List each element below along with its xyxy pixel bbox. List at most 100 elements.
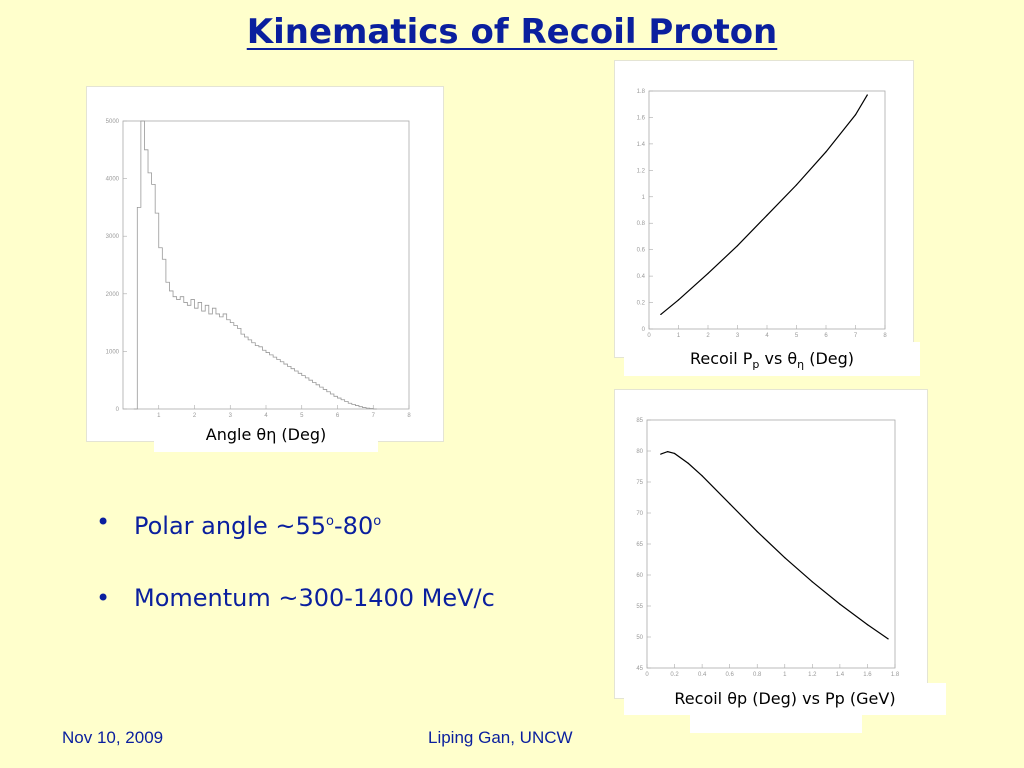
y-tick-label: 1000 (106, 349, 120, 355)
momentum-vs-angle-panel: 0 1 2 3 4 5 6 7 8 0 0.2 0.4 0.6 0.8 1 1.2 1.4 1.6 1.8 (614, 60, 914, 358)
x-tick-label: 1 (157, 413, 161, 419)
x-tick-label: 6 (824, 333, 828, 339)
x-tick-label: 1 (677, 333, 681, 339)
x-tick-label: 1.2 (808, 672, 817, 678)
data-point (866, 624, 869, 626)
bullet-momentum: • Momentum ~300-1400 MeV/c (96, 581, 495, 657)
y-tick-label: 60 (636, 573, 643, 579)
x-tick-label: 0 (645, 672, 649, 678)
y-tick-label: 80 (636, 449, 643, 455)
x-tick-label: 0.2 (670, 672, 679, 678)
footer-date: Nov 10, 2009 (62, 728, 164, 747)
x-tick-label: 6 (336, 413, 340, 419)
y-tick-label: 1.6 (637, 115, 646, 121)
momentum-vs-angle-series (660, 94, 868, 315)
y-tick-label: 5000 (106, 119, 120, 125)
angle-histogram-chart: 1 2 3 4 5 6 7 8 0 1000 2000 3000 4000 5000 (106, 119, 412, 419)
caption-mid: vs θ (759, 349, 798, 368)
histogram-series (133, 120, 377, 410)
x-tick-label: 5 (300, 413, 304, 419)
x-tick-label: 3 (229, 413, 233, 419)
data-point (784, 557, 786, 559)
data-point (756, 531, 758, 533)
y-tick-label: 55 (636, 604, 643, 610)
y-tick-label: 1 (642, 195, 646, 201)
data-point (839, 603, 841, 605)
data-point (866, 94, 868, 96)
data-point (660, 313, 662, 316)
x-tick-label: 4 (264, 413, 268, 419)
data-point (667, 451, 669, 453)
y-tick-label: 0 (116, 407, 120, 413)
y-tick-label: 0 (642, 327, 646, 333)
y-tick-label: 4000 (106, 177, 120, 183)
data-point (795, 184, 798, 186)
x-tick-label: 1.4 (836, 672, 845, 678)
data-point (766, 214, 768, 216)
angle-vs-momentum-caption-text: Recoil θp (Deg) vs Pp (GeV) (674, 689, 896, 708)
x-tick-label: 7 (854, 333, 858, 339)
caption-pre: Recoil P (689, 349, 753, 368)
bullet-dot: • (96, 584, 111, 612)
x-tick-label: 1.6 (863, 672, 872, 678)
degree-sup: o (326, 514, 335, 529)
y-tick-label: 75 (636, 480, 643, 486)
polar-angle-text: Polar angle ~55 (134, 512, 327, 540)
caption-post: (Deg) (804, 349, 855, 368)
x-tick-label: 5 (795, 333, 799, 339)
y-tick-label: 1.4 (637, 142, 646, 148)
data-point (825, 151, 827, 153)
y-tick-label: 85 (636, 418, 643, 424)
data-point (687, 462, 689, 464)
y-tick-label: 1.2 (637, 168, 646, 174)
x-tick-label: 0 (647, 333, 651, 339)
data-point (660, 453, 662, 455)
y-tick-label: 45 (636, 666, 643, 672)
x-tick-label: 0.4 (698, 672, 707, 678)
plot-frame (648, 90, 886, 330)
x-tick-label: 7 (372, 413, 376, 419)
y-tick-label: 0.2 (637, 301, 646, 307)
y-tick-label: 50 (636, 635, 643, 641)
x-tick-label: 2 (706, 333, 710, 339)
histogram-caption: Angle θη (Deg) (154, 424, 378, 452)
y-tick-label: 3000 (106, 234, 120, 240)
data-point (673, 452, 676, 455)
angle-vs-momentum-series (660, 450, 889, 640)
y-tick-label: 65 (636, 542, 643, 548)
data-point (701, 475, 703, 477)
data-point (887, 638, 889, 640)
caption-shadow (690, 715, 862, 733)
angle-vs-momentum-panel: 0 0.2 0.4 0.6 0.8 1 1.2 1.4 1.6 1.8 45 50 55 60 65 70 75… (614, 389, 928, 699)
caption-sub-p: p (752, 358, 760, 372)
x-tick-label: 0.8 (753, 672, 762, 678)
momentum-vs-angle-chart: 0 1 2 3 4 5 6 7 8 0 0.2 0.4 0.6 0.8 1 1.2 1.4 1.6 1.8 (637, 89, 888, 339)
data-point (811, 581, 813, 583)
data-point (736, 245, 739, 247)
bullet-dot: • (96, 508, 111, 536)
x-tick-label: 2 (193, 413, 197, 419)
y-tick-label: 0.8 (637, 221, 646, 227)
caption-sub-eta: η (797, 358, 805, 372)
histogram-panel: 1 2 3 4 5 6 7 8 0 1000 2000 3000 4000 5000 (86, 86, 444, 442)
x-tick-label: 8 (883, 333, 887, 339)
y-tick-label: 1.8 (637, 89, 646, 95)
x-tick-label: 4 (765, 333, 769, 339)
data-point (729, 503, 731, 505)
angle-vs-momentum-chart: 0 0.2 0.4 0.6 0.8 1 1.2 1.4 1.6 1.8 45 50 55 60 65 70 75… (636, 418, 900, 678)
data-point (854, 114, 857, 116)
angle-vs-momentum-caption: Recoil θp (Deg) vs Pp (GeV) (624, 683, 946, 715)
bullet-list: • Polar angle ~55o-80o • Momentum ~300-1… (96, 505, 495, 657)
polar-angle-range: -80 (334, 512, 374, 540)
y-tick-label: 0.4 (637, 274, 646, 280)
y-tick-label: 70 (636, 511, 643, 517)
data-point (677, 299, 680, 301)
x-tick-label: 8 (407, 413, 411, 419)
x-tick-label: 0.6 (725, 672, 734, 678)
y-tick-label: 2000 (106, 292, 120, 298)
histogram-caption-text: Angle θη (Deg) (205, 425, 327, 444)
bullet-polar-angle: • Polar angle ~55o-80o (96, 505, 495, 581)
momentum-text: Momentum ~300-1400 MeV/c (134, 584, 495, 612)
x-tick-label: 1.8 (891, 672, 900, 678)
momentum-vs-angle-caption: Recoil Pp vs θη (Deg) (624, 342, 920, 376)
